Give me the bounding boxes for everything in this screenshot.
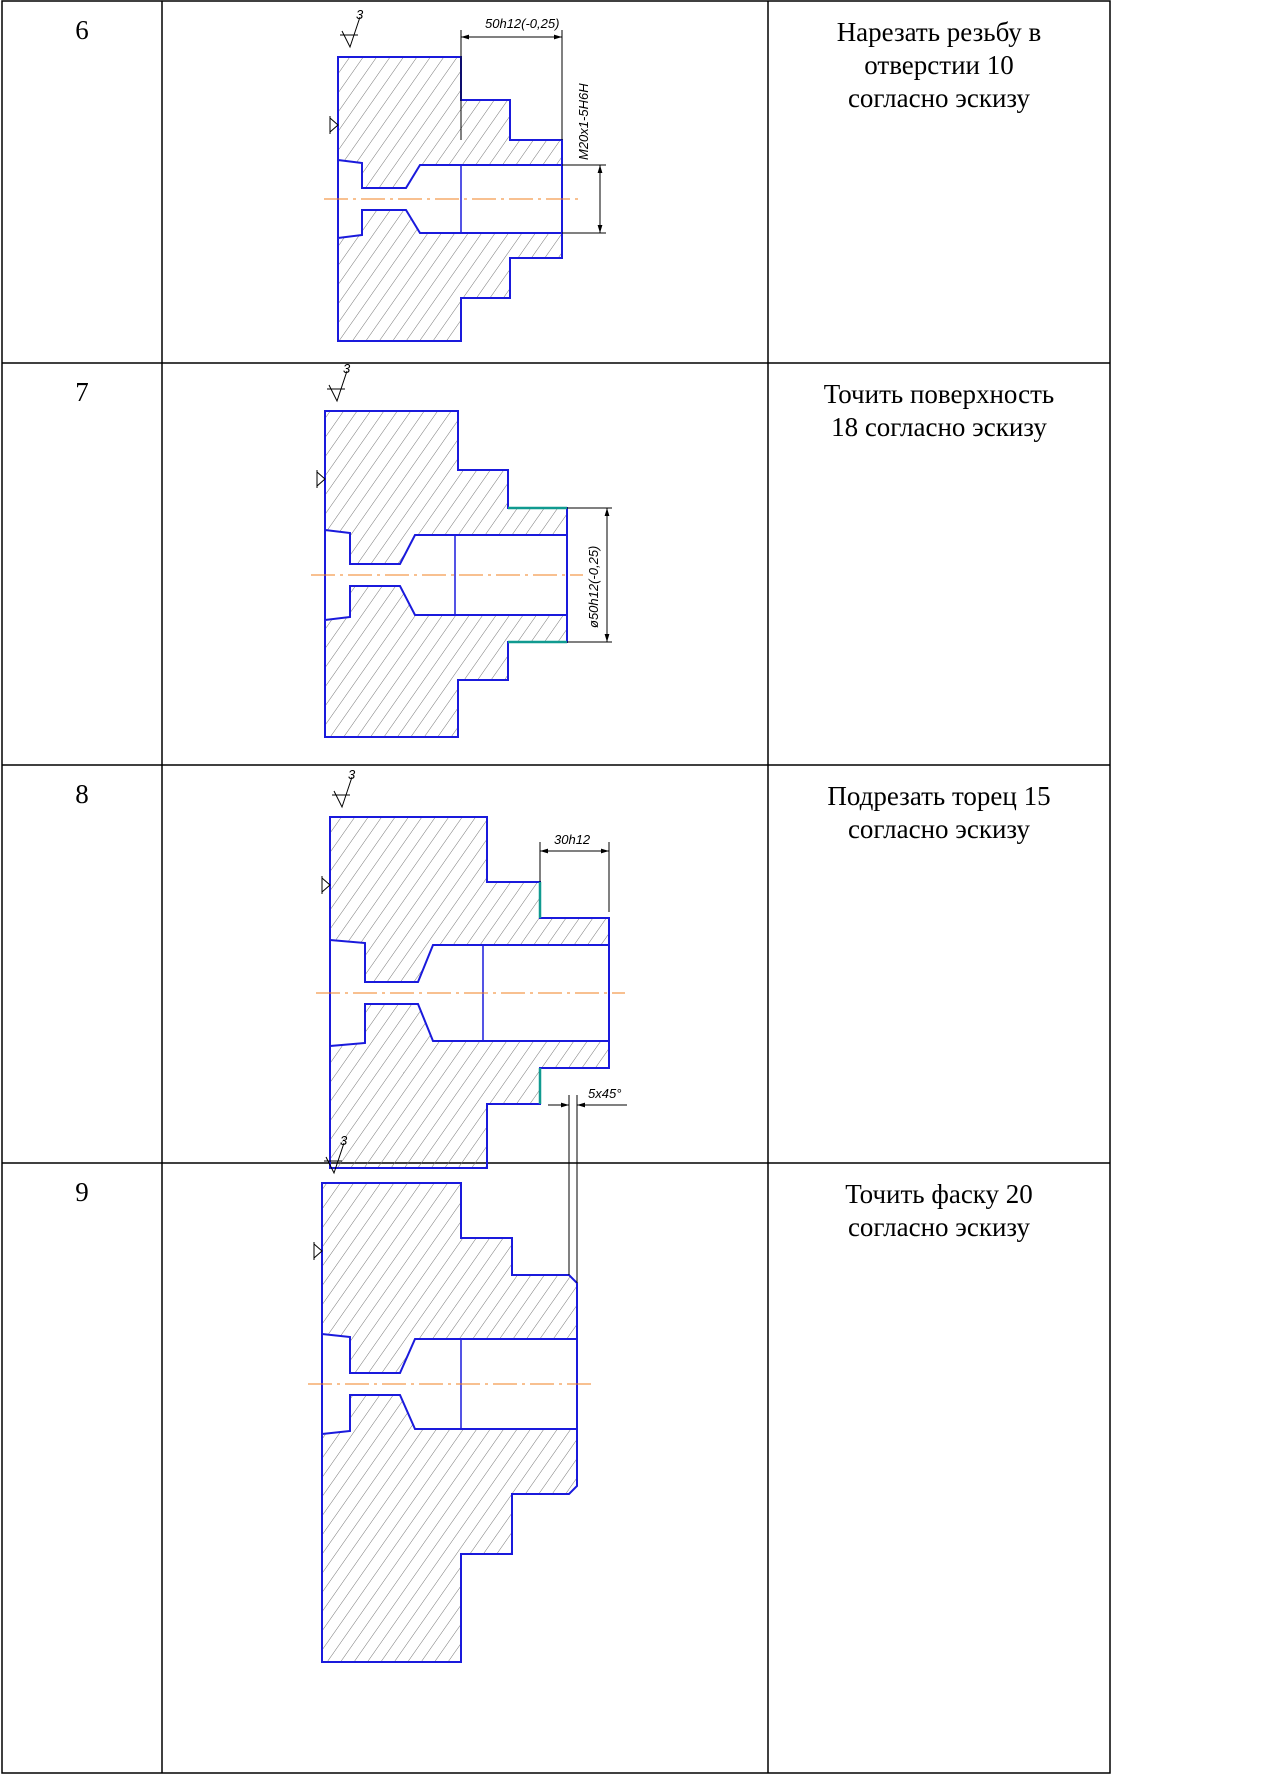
sketch: 3 30h12 xyxy=(316,767,625,1168)
row-number: 8 xyxy=(75,779,89,809)
base-mark xyxy=(330,116,338,134)
dimension-label: 5x45° xyxy=(588,1086,621,1101)
sketch: 3 ø50h12(-0,25) xyxy=(311,361,612,737)
operation-description: согласно эскизу xyxy=(848,83,1031,113)
base-mark xyxy=(317,470,325,488)
operation-description: Нарезать резьбу в xyxy=(837,17,1042,47)
operation-description: Точить фаску 20 xyxy=(845,1179,1033,1209)
row-number: 9 xyxy=(75,1177,89,1207)
document: 6Нарезать резьбу вотверстии 10согласно э… xyxy=(0,0,1263,1775)
dimension-label: 50h12(-0,25) xyxy=(485,16,559,31)
operation-description: Точить поверхность xyxy=(824,379,1054,409)
dimension-label: M20x1-5H6H xyxy=(576,83,591,160)
roughness-value: 3 xyxy=(348,767,356,782)
roughness-value: 3 xyxy=(356,7,364,22)
dimension-label: 30h12 xyxy=(554,832,591,847)
operation-description: согласно эскизу xyxy=(848,1212,1031,1242)
roughness-value: 3 xyxy=(340,1133,348,1148)
sketch: 3 50h12(-0,25) M20x1-5H6H xyxy=(324,7,606,341)
row-number: 6 xyxy=(75,15,89,45)
operation-description: отверстии 10 xyxy=(864,50,1013,80)
operation-description: Подрезать торец 15 xyxy=(827,781,1050,811)
base-mark xyxy=(322,876,330,894)
roughness-value: 3 xyxy=(343,361,351,376)
sketch: 3 5x45° xyxy=(308,1086,627,1662)
operation-description: 18 согласно эскизу xyxy=(831,412,1047,442)
dimension-label: ø50h12(-0,25) xyxy=(586,546,601,628)
part-section xyxy=(322,1183,577,1662)
part-section xyxy=(325,411,567,737)
operation-description: согласно эскизу xyxy=(848,814,1031,844)
base-mark xyxy=(314,1242,322,1260)
row-number: 7 xyxy=(75,377,89,407)
table-grid xyxy=(2,1,1110,1773)
